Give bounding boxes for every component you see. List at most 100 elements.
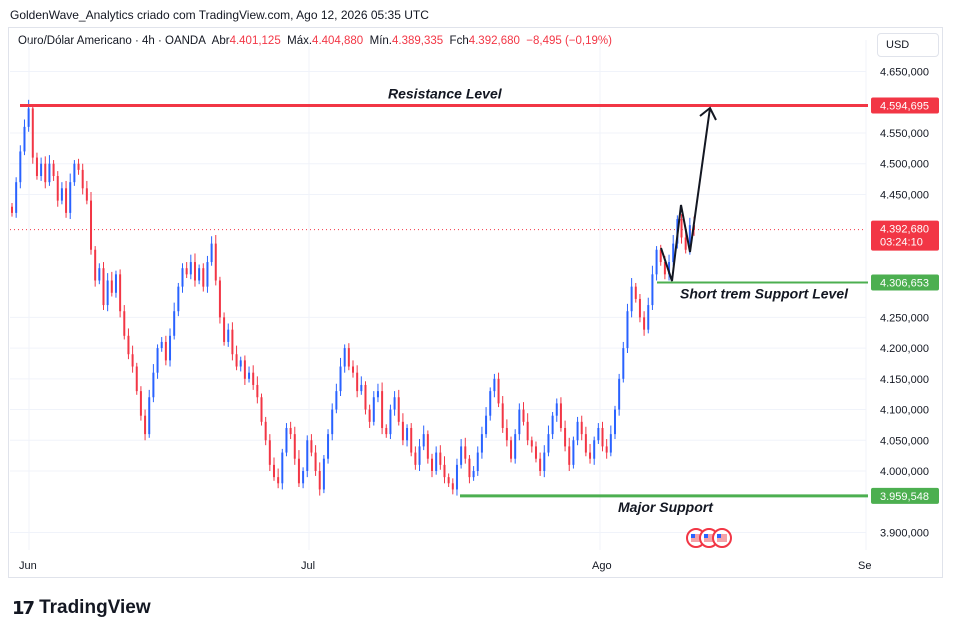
y-tick-label: 3.900,000 [880, 527, 929, 539]
candle-body [210, 243, 213, 263]
candle-body [135, 366, 138, 392]
chart-panel [8, 27, 943, 578]
low-value: 4.389,335 [391, 35, 444, 47]
projection-arrow-path [660, 107, 711, 282]
candle-body [435, 452, 438, 471]
candle-body [347, 348, 350, 367]
candle-body [322, 458, 325, 490]
candle-body [422, 434, 425, 447]
candle-body [472, 471, 475, 478]
x-tick-label: Jun [19, 560, 37, 572]
candle-body [443, 464, 446, 478]
candle-body [189, 262, 192, 275]
y-tick-label: 4.100,000 [880, 405, 929, 417]
candle-body [659, 249, 662, 263]
candle-body [77, 163, 80, 170]
candle-body [572, 440, 575, 465]
candle-body [81, 169, 84, 189]
candle-body [372, 397, 375, 422]
candle-body [198, 268, 201, 281]
candle-body [331, 409, 334, 435]
candle-body [597, 427, 600, 441]
high-value: 4.404,880 [312, 35, 364, 47]
candle-body [181, 268, 184, 287]
candle-body [352, 366, 354, 373]
y-tick-label: 4.450,000 [880, 189, 929, 201]
low-label: Mín. [369, 35, 392, 47]
candle-body [647, 305, 650, 330]
candle-body [539, 458, 542, 471]
candle-body [277, 477, 280, 484]
candle-body [272, 464, 275, 478]
level-price-badge [871, 97, 939, 114]
candle-body [630, 286, 633, 312]
candle-body [418, 446, 421, 465]
candle-body [381, 391, 384, 428]
candle-body [302, 471, 305, 484]
candle-body [306, 440, 309, 471]
candle-body [431, 458, 434, 471]
candle-body [48, 163, 51, 183]
candle-body [243, 360, 246, 379]
candle-body [480, 434, 483, 453]
candle-body [593, 440, 596, 459]
candle-body [98, 268, 101, 281]
y-tick-label: 4.000,000 [880, 466, 929, 478]
candle-body [368, 409, 371, 422]
candle-body [35, 157, 38, 177]
candle-body [393, 397, 396, 410]
candle-body [680, 219, 683, 238]
candle-body [185, 268, 188, 275]
candle-body [214, 243, 217, 281]
close-value: 4.392,680 [468, 35, 520, 47]
candle-body [314, 452, 317, 471]
candle-body [493, 378, 496, 392]
us-flag-stripes [717, 534, 727, 542]
candle-body [414, 452, 417, 465]
candle-body [44, 163, 47, 183]
level-annotation: Short trem Support Level [680, 286, 849, 302]
y-tick-label: 4.550,000 [880, 128, 929, 140]
candle-body [343, 348, 346, 367]
candle-body [655, 249, 658, 275]
candle-body [455, 464, 458, 490]
candle-body [534, 446, 537, 459]
level-price-badge [871, 274, 939, 291]
candle-body [231, 329, 234, 355]
candle-body [52, 163, 55, 177]
open-value: 4.401,125 [229, 35, 281, 47]
currency-button[interactable]: USD [877, 33, 939, 57]
candle-body [310, 440, 313, 453]
candle-body [264, 421, 267, 441]
brand-name: TradingView [39, 597, 151, 618]
candle-body [285, 427, 288, 453]
candle-body [489, 391, 492, 416]
symbol-name[interactable]: Ouro/Dólar Americano · 4h · OANDA [18, 35, 206, 47]
candle-body [518, 409, 521, 435]
candle-body [281, 452, 284, 484]
candle-body [156, 348, 159, 373]
candle-body [177, 286, 180, 312]
candle-body [65, 188, 68, 213]
candle-body [289, 427, 292, 435]
symbol-legend: Ouro/Dólar Americano · 4h · OANDA Abr4.4… [18, 35, 612, 47]
candle-body [364, 384, 367, 410]
candle-body [202, 268, 205, 287]
candle-body [164, 341, 167, 361]
candle-body [110, 280, 113, 293]
candle-body [668, 262, 671, 275]
candle-body [651, 274, 654, 306]
candle-body [297, 458, 300, 484]
projection-arrow-head [699, 106, 717, 121]
us-flag-canton [717, 534, 721, 538]
y-tick-label: 4.650,000 [880, 67, 929, 79]
candle-body [85, 188, 88, 201]
candle-body [169, 335, 172, 361]
tradingview-logo-icon: 𝟭𝟳 [12, 597, 35, 618]
candle-body [239, 360, 242, 367]
candle-body [73, 163, 76, 183]
candle-body [643, 317, 646, 330]
candle-body [339, 366, 342, 392]
candle-body [193, 262, 196, 281]
